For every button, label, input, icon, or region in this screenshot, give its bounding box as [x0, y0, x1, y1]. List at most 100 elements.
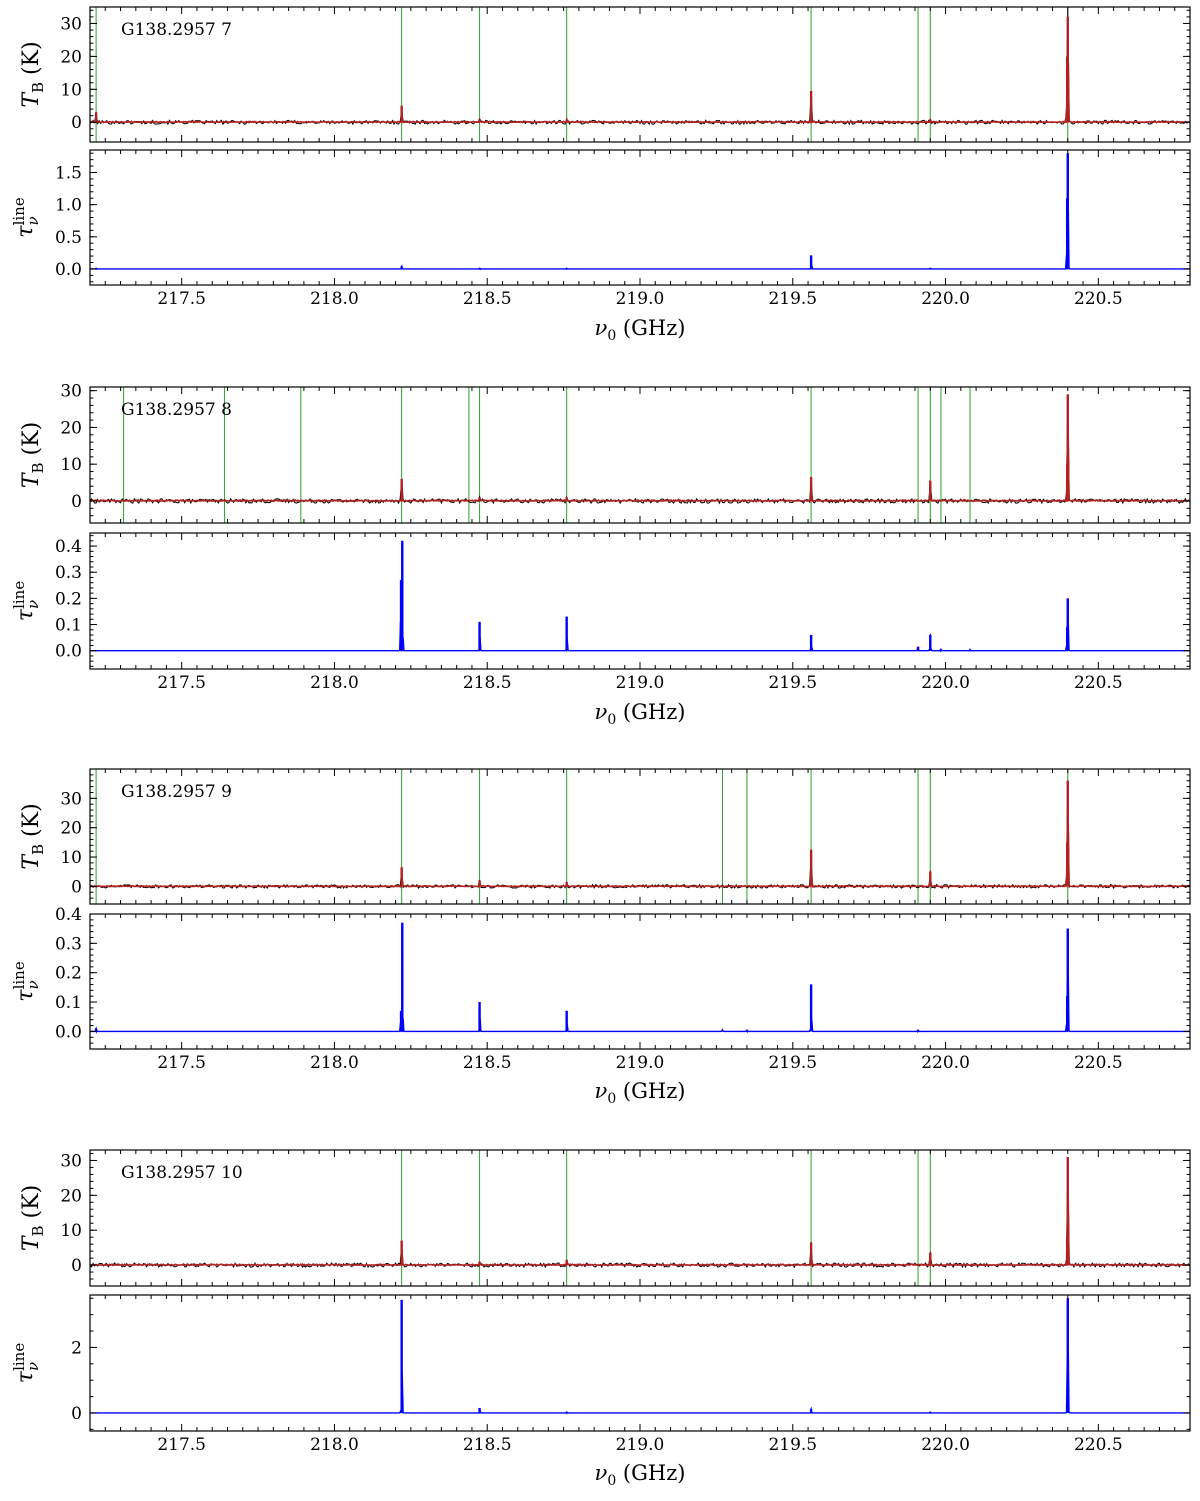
model-spectrum — [90, 780, 1190, 890]
tb-axes-frame — [89, 1149, 1191, 1287]
tau-plot-area — [90, 1298, 1190, 1415]
y-tick-label: 0.1 — [55, 616, 82, 636]
tau-spectrum — [90, 922, 1190, 1034]
y-tick-label: 20 — [60, 1186, 82, 1206]
source-label: G138.2957 10 — [121, 1163, 243, 1183]
x-tick-label: 219.5 — [768, 1053, 817, 1073]
x-tick-label: 220.0 — [921, 673, 970, 693]
tau-plot-area — [90, 922, 1190, 1034]
source-label: G138.2957 7 — [121, 20, 232, 40]
y-tick-label: 2 — [71, 1338, 82, 1358]
x-tick-label: 220.5 — [1074, 1435, 1123, 1455]
tb-axis-label: TB (K) — [19, 803, 47, 869]
y-tick-label: 1.0 — [55, 196, 82, 216]
x-tick-label: 218.5 — [463, 1053, 512, 1073]
y-tick-label: 0.2 — [55, 964, 82, 984]
tb-plot-area — [90, 7, 1190, 142]
tb-axes-frame — [89, 768, 1191, 905]
tau-spectrum — [90, 153, 1190, 271]
tb-plot-area — [90, 387, 1190, 523]
tau-axes-frame — [89, 532, 1191, 670]
tau-axis-label: τνline — [10, 961, 42, 1002]
tau-axis-label: τνline — [10, 581, 42, 622]
observed-spectrum — [90, 1166, 1190, 1269]
x-axis-label: ν0 (GHz) — [595, 700, 686, 728]
x-tick-label: 218.5 — [463, 673, 512, 693]
x-tick-label: 218.5 — [463, 1435, 512, 1455]
source-label: G138.2957 9 — [121, 782, 232, 802]
y-tick-label: 0.3 — [55, 934, 82, 954]
x-tick-label: 220.5 — [1074, 1053, 1123, 1073]
x-tick-label: 217.5 — [157, 1053, 206, 1073]
y-tick-label: 0 — [71, 492, 82, 512]
y-tick-label: 0.4 — [55, 905, 82, 925]
x-tick-label: 220.0 — [921, 1435, 970, 1455]
tau-plot-area — [90, 153, 1190, 271]
x-tick-label: 220.0 — [921, 1053, 970, 1073]
tb-axis-label: TB (K) — [19, 422, 47, 488]
tau-axis-label: τνline — [10, 1343, 42, 1384]
tb-plot-area — [90, 1150, 1190, 1286]
y-tick-label: 0.0 — [55, 642, 82, 662]
spectrum-figure-2: 0 10 20 30 G138.2957 8 TB (K) 0.0 0.1 0.2 0.3 0.4 τ… — [10, 382, 1191, 728]
spectrum-figure-1: 0 10 20 30 G138.2957 7 TB (K) 0.0 0.5 1.0 1.5 τνli… — [10, 6, 1191, 344]
tb-axes-frame — [89, 386, 1191, 524]
x-tick-label: 217.5 — [157, 289, 206, 309]
spectrum-figure-4: 0 10 20 30 G138.2957 10 TB (K) 0 2 τνline 217.5 21… — [10, 1149, 1191, 1489]
y-tick-label: 0.5 — [55, 228, 82, 248]
x-tick-label: 220.5 — [1074, 673, 1123, 693]
x-tick-label: 219.0 — [616, 673, 665, 693]
y-tick-label: 0 — [71, 877, 82, 897]
x-axis-label: ν0 (GHz) — [595, 1079, 686, 1107]
x-tick-label: 220.5 — [1074, 289, 1123, 309]
y-tick-label: 30 — [60, 382, 82, 402]
tau-axes-frame — [89, 913, 1191, 1050]
x-tick-label: 218.0 — [310, 289, 359, 309]
y-tick-label: 0 — [71, 113, 82, 133]
y-tick-label: 10 — [60, 80, 82, 100]
model-spectrum — [90, 1156, 1190, 1269]
x-axis-label: ν0 (GHz) — [595, 316, 686, 344]
observed-spectrum — [90, 10, 1190, 126]
y-tick-label: 0.1 — [55, 993, 82, 1013]
x-tick-label: 219.5 — [768, 1435, 817, 1455]
x-tick-label: 219.0 — [616, 289, 665, 309]
x-tick-label: 220.0 — [921, 289, 970, 309]
x-tick-label: 217.5 — [157, 673, 206, 693]
tau-axes-frame — [89, 149, 1191, 286]
model-spectrum — [90, 16, 1190, 125]
source-label: G138.2957 8 — [121, 400, 232, 420]
x-tick-label: 217.5 — [157, 1435, 206, 1455]
y-tick-label: 0.4 — [55, 537, 82, 557]
observed-spectrum — [90, 783, 1190, 890]
y-tick-label: 0 — [71, 1404, 82, 1424]
y-tick-label: 10 — [60, 455, 82, 475]
x-tick-label: 219.5 — [768, 673, 817, 693]
y-tick-label: 30 — [60, 14, 82, 34]
tau-axes-frame — [89, 1294, 1191, 1432]
y-tick-label: 20 — [60, 418, 82, 438]
tb-axis-label: TB (K) — [19, 1185, 47, 1251]
x-tick-label: 219.0 — [616, 1053, 665, 1073]
y-tick-label: 10 — [60, 848, 82, 868]
x-tick-label: 218.0 — [310, 1053, 359, 1073]
y-tick-label: 10 — [60, 1221, 82, 1241]
x-tick-label: 218.5 — [463, 289, 512, 309]
y-tick-label: 0.3 — [55, 563, 82, 583]
tau-spectrum — [90, 1298, 1190, 1415]
tb-plot-area — [90, 769, 1190, 904]
model-spectrum — [90, 394, 1190, 504]
y-tick-label: 0.0 — [55, 260, 82, 280]
x-tick-label: 218.0 — [310, 673, 359, 693]
tau-spectrum — [90, 540, 1190, 653]
y-tick-label: 1.5 — [55, 164, 82, 184]
observed-spectrum — [90, 398, 1190, 505]
y-tick-label: 0 — [71, 1256, 82, 1276]
x-axis-label: ν0 (GHz) — [595, 1461, 686, 1489]
y-tick-label: 20 — [60, 819, 82, 839]
tb-axes-frame — [89, 6, 1191, 143]
y-tick-label: 0.0 — [55, 1022, 82, 1042]
y-tick-label: 30 — [60, 789, 82, 809]
y-tick-label: 30 — [60, 1151, 82, 1171]
